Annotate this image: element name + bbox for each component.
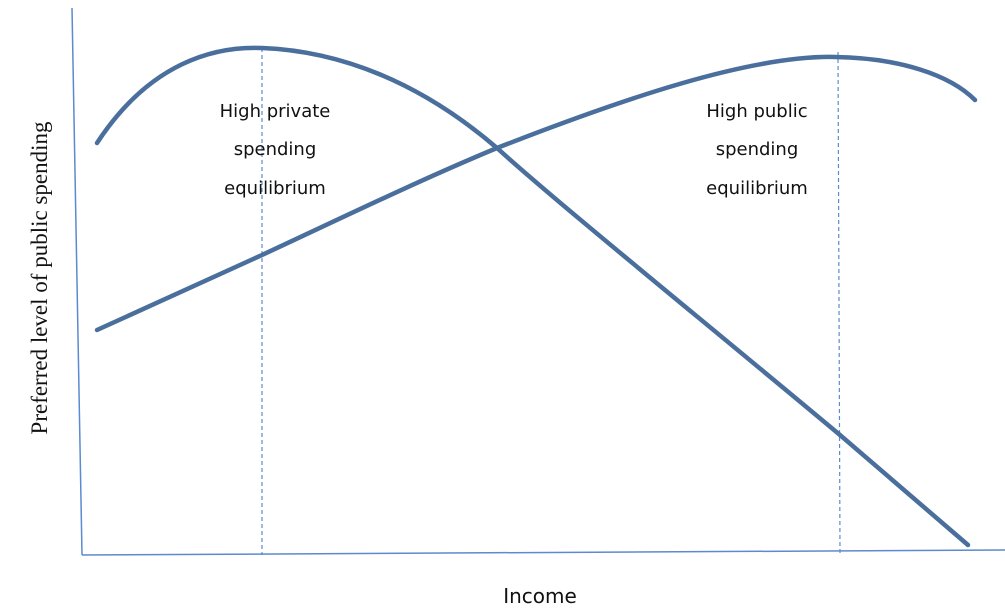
y-axis-label: Preferred level of public spending [27,121,52,434]
public-curve [94,54,978,333]
annotation: spending [716,139,799,160]
annotation: High private [220,101,331,122]
equilibrium-line [837,51,841,554]
annotation: equilibrium [224,178,326,199]
annotation: High public [706,101,807,122]
x-axis [81,549,1005,556]
private-curve [94,45,971,548]
x-axis-label: Income [503,584,577,608]
y-axis [71,7,83,556]
annotation: equilibrium [706,178,808,199]
annotation: spending [234,139,317,160]
